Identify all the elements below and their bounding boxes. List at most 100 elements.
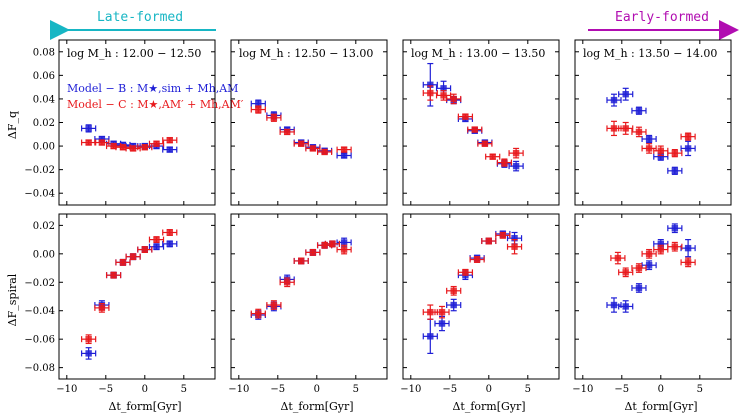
model-c-point xyxy=(279,277,295,288)
xlabel-2: Δt_form[Gyr] xyxy=(280,400,353,413)
y-tick-label: −0.02 xyxy=(24,165,55,176)
panel-1: −0.04 −0.02 0.00 0.02 0.04 0.06 0.08 log M_h : … xyxy=(24,39,216,206)
model-c-point xyxy=(81,139,97,146)
model-b-point xyxy=(162,240,178,248)
model-b-point xyxy=(680,140,696,157)
y-tick-label: −0.08 xyxy=(24,363,55,374)
model-c-point xyxy=(148,236,165,244)
model-c-point xyxy=(610,251,626,265)
model-c-point xyxy=(137,144,153,151)
model-c-point xyxy=(467,126,483,133)
x-tick-label: −5 xyxy=(442,384,457,395)
x-tick-label: 0 xyxy=(658,384,664,395)
model-b-point xyxy=(508,160,524,172)
model-b-point xyxy=(81,124,97,133)
y-tick-label: −0.04 xyxy=(24,306,55,317)
panel-title: log M_h : 13.00 − 13.50 xyxy=(411,47,545,60)
x-tick-label: −10 xyxy=(56,384,77,395)
x-tick-label: 5 xyxy=(525,384,531,395)
model-b-point xyxy=(148,243,165,251)
panel-2: log M_h : 12.50 − 13.00 xyxy=(230,39,388,206)
x-tick-label: −5 xyxy=(614,384,629,395)
panel-6: −10 −5 0 5 xyxy=(228,213,388,395)
model-c-point xyxy=(336,244,352,255)
model-c-point xyxy=(667,241,683,252)
model-c-point xyxy=(336,146,352,153)
model-c-point xyxy=(481,237,497,245)
y-tick-label: 0.04 xyxy=(33,94,55,105)
panel-frame xyxy=(58,39,216,206)
x-tick-label: −10 xyxy=(400,384,421,395)
model-c-point xyxy=(305,145,321,152)
y-tick-label: 0.00 xyxy=(33,142,55,153)
model-c-point xyxy=(495,231,511,239)
model-c-point xyxy=(457,113,474,120)
panels: −0.04 −0.02 0.00 0.02 0.04 0.06 0.08 log M_h : … xyxy=(24,39,732,395)
panel-5: −10 −5 0 5 −0.08 −0.06 −0.04 −0.02 0.00 0.02 xyxy=(24,213,216,395)
model-b-point xyxy=(680,239,696,258)
panel-frame xyxy=(230,213,388,380)
model-b-point xyxy=(618,87,634,101)
model-b-point xyxy=(606,93,622,107)
panel-title: log M_h : 13.50 − 14.00 xyxy=(583,47,717,60)
model-c-point xyxy=(137,246,153,254)
model-c-point xyxy=(148,140,165,147)
early-formed-arrow: Early-formed xyxy=(588,10,739,40)
model-c-point xyxy=(508,147,524,159)
y-tick-label: 0.02 xyxy=(33,221,55,232)
legend-model-c: Model − C : M★,AM′ + Mh,AM′ xyxy=(67,98,244,111)
legend-model-b: Model − B : M★,sim + Mh,AM xyxy=(67,82,238,95)
panel-3: log M_h : 13.00 − 13.50 xyxy=(402,39,560,206)
y-tick-label: 0.08 xyxy=(33,47,55,58)
x-tick-label: −5 xyxy=(270,384,285,395)
panel-frame xyxy=(58,213,216,380)
model-c-point xyxy=(618,121,634,135)
model-c-point xyxy=(162,136,178,144)
panel-frame xyxy=(574,213,732,380)
model-c-point xyxy=(631,263,647,273)
model-c-point xyxy=(105,271,122,279)
late-formed-arrow: Late-formed xyxy=(50,10,216,40)
model-b-point xyxy=(618,300,634,313)
model-b-point xyxy=(81,347,97,360)
model-b-point xyxy=(336,152,352,159)
x-tick-label: 0 xyxy=(314,384,320,395)
model-c-point xyxy=(485,153,501,160)
panel-frame xyxy=(230,39,388,206)
y-tick-label: −0.04 xyxy=(24,189,55,200)
model-c-point xyxy=(618,267,634,278)
x-tick-label: 5 xyxy=(353,384,359,395)
x-tick-label: −5 xyxy=(98,384,113,395)
model-c-point xyxy=(293,140,309,147)
model-c-point xyxy=(94,139,110,146)
model-c-point xyxy=(316,148,333,156)
model-c-point xyxy=(469,256,485,263)
model-c-point xyxy=(680,257,696,268)
model-c-point xyxy=(125,253,141,261)
model-c-point xyxy=(279,128,295,136)
model-c-point xyxy=(477,140,493,147)
model-c-point xyxy=(435,90,452,101)
model-c-point xyxy=(680,132,696,141)
xlabel-1: Δt_form[Gyr] xyxy=(108,400,181,413)
y-tick-label: 0.02 xyxy=(33,118,55,129)
y-tick-label: −0.06 xyxy=(24,335,55,346)
panel-7: −10 −5 0 5 xyxy=(400,213,560,395)
ylabel-bottom: ΔF_spiral xyxy=(6,273,19,326)
x-tick-label: 0 xyxy=(486,384,492,395)
model-c-point xyxy=(94,303,110,313)
model-c-point xyxy=(324,240,341,248)
model-c-point xyxy=(266,300,282,310)
model-b-point xyxy=(641,134,657,144)
model-c-point xyxy=(115,258,131,266)
model-b-point xyxy=(162,146,178,153)
panel-frame xyxy=(574,39,732,206)
y-tick-label: 0.06 xyxy=(33,71,55,82)
panel-4: log M_h : 13.50 − 14.00 xyxy=(574,39,732,206)
early-formed-label: Early-formed xyxy=(615,10,709,25)
model-c-point xyxy=(250,308,266,319)
xlabel-3: Δt_form[Gyr] xyxy=(452,400,525,413)
x-tick-label: 0 xyxy=(142,384,148,395)
model-c-point xyxy=(496,158,513,167)
